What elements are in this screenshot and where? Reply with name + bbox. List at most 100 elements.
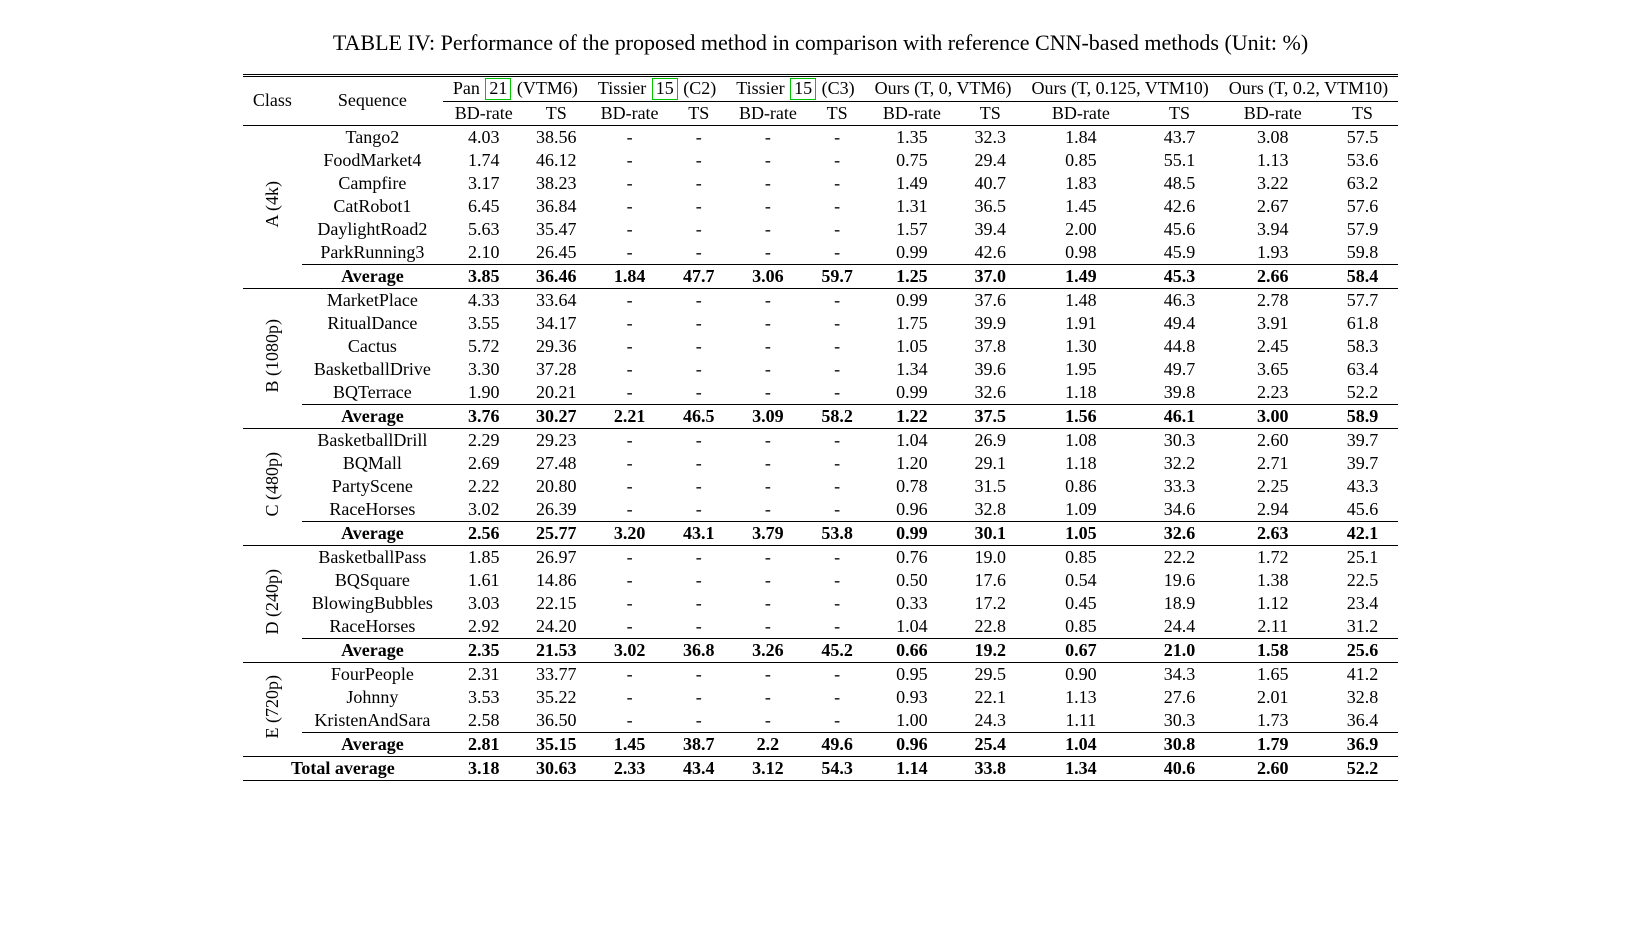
table-cell: 35.22 [525,686,588,709]
table-cell: 2.23 [1219,381,1327,405]
table-cell: 33.64 [525,288,588,312]
table-cell: 35.47 [525,218,588,241]
table-cell: 3.85 [443,264,525,288]
table-cell: 0.33 [865,592,959,615]
table-cell: 1.14 [865,756,959,780]
table-cell: 36.5 [959,195,1021,218]
table-cell: - [810,592,865,615]
table-cell: - [671,125,726,149]
table-cell: - [726,125,809,149]
table-cell: 3.18 [443,756,525,780]
table-cell: 1.34 [1021,756,1140,780]
table-cell: 27.48 [525,452,588,475]
table-cell: 42.6 [1140,195,1218,218]
table-cell: 61.8 [1327,312,1398,335]
table-cell: - [726,218,809,241]
table-cell: 24.4 [1140,615,1218,639]
table-cell: 1.31 [865,195,959,218]
table-cell: - [810,218,865,241]
table-cell: 3.94 [1219,218,1327,241]
table-cell: - [671,428,726,452]
table-cell: - [671,709,726,733]
table-cell: 58.9 [1327,404,1398,428]
header-method-1: Tissier 15 (C2) [588,76,726,102]
table-cell: 46.3 [1140,288,1218,312]
table-cell: - [588,615,671,639]
table-cell: - [726,592,809,615]
class-cell: C (480p) [243,428,302,545]
table-cell: 58.4 [1327,264,1398,288]
table-cell: 45.9 [1140,241,1218,265]
sequence-cell: BQTerrace [302,381,443,405]
table-cell: - [588,241,671,265]
table-cell: 1.49 [865,172,959,195]
table-cell: - [726,381,809,405]
table-cell: 25.77 [525,521,588,545]
table-cell: 1.84 [588,264,671,288]
table-cell: 45.6 [1327,498,1398,522]
table-cell: 3.08 [1219,125,1327,149]
table-cell: 42.6 [959,241,1021,265]
table-cell: 0.93 [865,686,959,709]
table-cell: 0.95 [865,662,959,686]
table-cell: 32.6 [959,381,1021,405]
table-cell: 26.45 [525,241,588,265]
table-cell: - [726,475,809,498]
table-cell: 2.56 [443,521,525,545]
table-cell: 41.2 [1327,662,1398,686]
table-cell: 3.26 [726,638,809,662]
table-cell: - [671,288,726,312]
table-cell: 2.81 [443,732,525,756]
table-cell: 1.25 [865,264,959,288]
table-cell: 22.1 [959,686,1021,709]
table-cell: 0.78 [865,475,959,498]
table-cell: - [671,335,726,358]
table-cell: 19.0 [959,545,1021,569]
table-cell: 0.66 [865,638,959,662]
table-cell: 18.9 [1140,592,1218,615]
class-cell: D (240p) [243,545,302,662]
table-cell: 2.60 [1219,428,1327,452]
table-cell: 1.18 [1021,452,1140,475]
sequence-cell: BasketballPass [302,545,443,569]
table-cell: 30.1 [959,521,1021,545]
table-cell: 1.95 [1021,358,1140,381]
table-cell: 22.8 [959,615,1021,639]
table-cell: 2.2 [726,732,809,756]
table-cell: 1.84 [1021,125,1140,149]
table-cell: 47.7 [671,264,726,288]
table-cell: - [726,545,809,569]
table-cell: 2.94 [1219,498,1327,522]
table-cell: 2.00 [1021,218,1140,241]
sequence-cell: Campfire [302,172,443,195]
table-cell: 30.63 [525,756,588,780]
table-cell: 1.35 [865,125,959,149]
table-cell: 26.39 [525,498,588,522]
sequence-cell: DaylightRoad2 [302,218,443,241]
table-cell: 34.6 [1140,498,1218,522]
table-cell: - [588,428,671,452]
average-label: Average [302,521,443,545]
table-cell: 19.6 [1140,569,1218,592]
header-method-0: Pan 21 (VTM6) [443,76,588,102]
table-cell: 21.53 [525,638,588,662]
table-cell: - [588,172,671,195]
table-cell: 36.84 [525,195,588,218]
table-cell: 14.86 [525,569,588,592]
table-cell: 2.45 [1219,335,1327,358]
table-cell: 2.69 [443,452,525,475]
table-cell: 38.23 [525,172,588,195]
table-cell: 0.85 [1021,149,1140,172]
table-cell: - [726,662,809,686]
table-cell: - [726,686,809,709]
table-cell: 49.7 [1140,358,1218,381]
table-cell: - [810,288,865,312]
table-cell: 1.13 [1219,149,1327,172]
sequence-cell: FourPeople [302,662,443,686]
table-cell: 1.45 [588,732,671,756]
table-cell: 3.17 [443,172,525,195]
table-cell: 35.15 [525,732,588,756]
table-cell: 48.5 [1140,172,1218,195]
subheader-ts: TS [525,101,588,125]
table-cell: 1.74 [443,149,525,172]
